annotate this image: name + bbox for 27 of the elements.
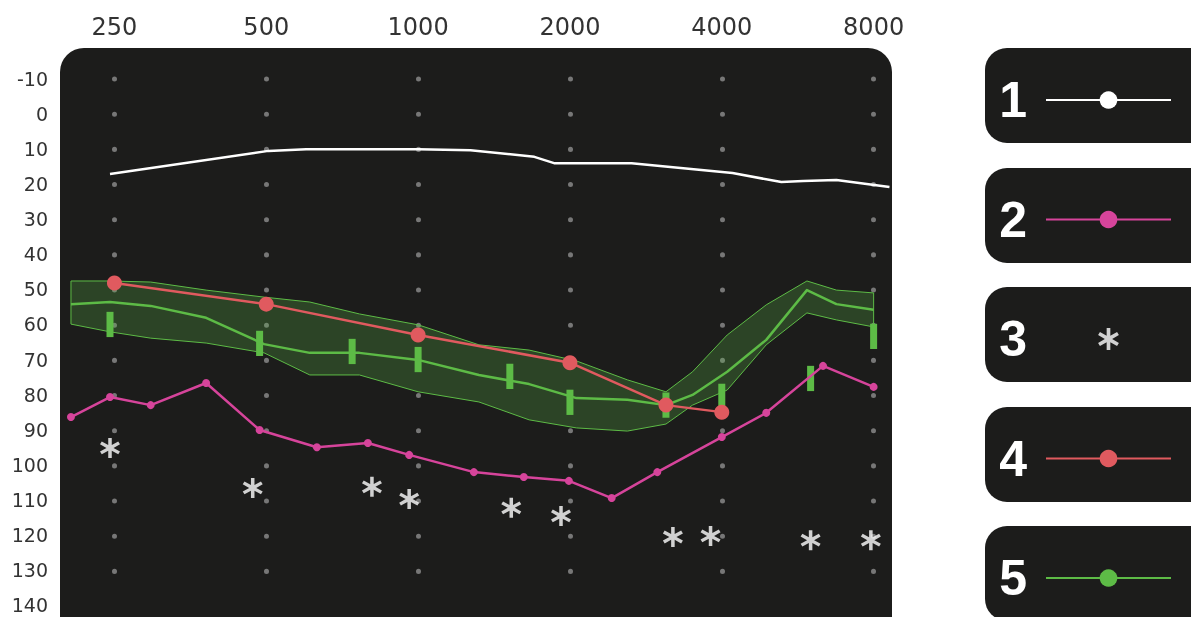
x-tick-label: 1000	[387, 13, 449, 41]
y-tick-label: 130	[11, 558, 48, 581]
y-tick-label: 20	[23, 173, 48, 196]
x-tick-label: 4000	[691, 13, 753, 41]
legend-label: 3	[999, 311, 1027, 367]
y-tick-label: 110	[11, 488, 48, 511]
y-tick-label: 70	[23, 348, 48, 371]
x-tick-label: 2000	[539, 13, 601, 41]
y-tick-label: 100	[11, 453, 48, 476]
y-tick-label: 60	[23, 313, 48, 336]
y-tick-label: 0	[35, 103, 48, 126]
legend-label: 5	[999, 550, 1027, 606]
y-tick-label: 90	[23, 418, 48, 441]
y-tick-label: 140	[11, 594, 48, 616]
y-tick-label: 120	[11, 523, 48, 546]
y-tick-label: 10	[23, 138, 48, 161]
y-tick-label: 30	[23, 208, 48, 231]
legend-label: 1	[999, 72, 1027, 128]
legend-label: 2	[999, 191, 1027, 248]
x-tick-label: 250	[91, 13, 138, 41]
y-tick-label: -10	[16, 68, 48, 90]
x-tick-label: 500	[243, 13, 290, 41]
x-tick-label: 8000	[843, 13, 905, 41]
legend-label: 4	[999, 430, 1028, 487]
y-tick-label: 80	[23, 383, 48, 406]
y-tick-label: 40	[23, 243, 48, 266]
y-tick-label: 50	[23, 278, 48, 301]
